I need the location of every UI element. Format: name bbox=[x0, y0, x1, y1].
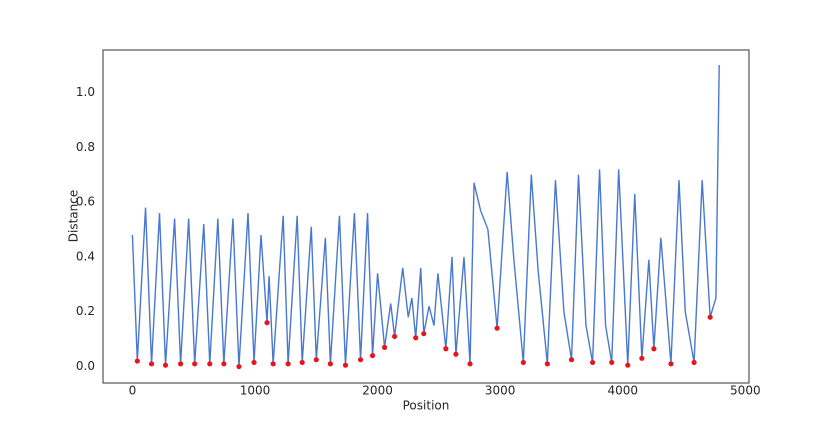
point bbox=[162, 362, 169, 368]
point bbox=[264, 320, 270, 326]
point bbox=[342, 362, 349, 368]
point bbox=[381, 344, 388, 350]
point bbox=[668, 361, 674, 367]
x-tick-label: 2000 bbox=[362, 384, 393, 398]
point bbox=[285, 361, 291, 367]
x-tick-label: 4000 bbox=[607, 384, 638, 398]
point bbox=[177, 361, 184, 367]
point bbox=[625, 362, 631, 368]
point bbox=[392, 333, 398, 340]
point bbox=[544, 361, 550, 367]
y-tick-label: 0.4 bbox=[76, 249, 95, 263]
y-tick-label: 0.8 bbox=[76, 140, 95, 154]
point bbox=[443, 346, 449, 352]
point bbox=[707, 314, 713, 320]
point bbox=[369, 352, 376, 359]
point bbox=[251, 359, 257, 366]
x-tick-label: 0 bbox=[129, 384, 137, 398]
point bbox=[421, 331, 427, 337]
point bbox=[651, 346, 657, 352]
point bbox=[520, 359, 526, 366]
y-tick-label: 0.0 bbox=[76, 359, 95, 373]
point bbox=[313, 357, 319, 363]
point bbox=[299, 359, 305, 366]
point bbox=[327, 361, 333, 367]
point bbox=[691, 359, 697, 366]
y-tick-label: 0.6 bbox=[76, 195, 95, 209]
x-axis-label: Position bbox=[403, 399, 450, 413]
point bbox=[148, 361, 155, 367]
point bbox=[494, 325, 500, 331]
x-tick-label: 3000 bbox=[485, 384, 516, 398]
point bbox=[357, 357, 364, 363]
point bbox=[639, 355, 645, 361]
point bbox=[568, 357, 575, 363]
point bbox=[453, 351, 459, 357]
point bbox=[467, 361, 473, 367]
y-axis-label: Distance bbox=[67, 190, 81, 242]
point bbox=[236, 363, 242, 370]
point bbox=[270, 361, 276, 367]
y-tick-label: 0.2 bbox=[76, 304, 95, 318]
point bbox=[134, 358, 140, 364]
point bbox=[192, 361, 198, 367]
x-tick-label: 1000 bbox=[240, 384, 271, 398]
line bbox=[131, 65, 720, 367]
x-tick-label: 5000 bbox=[730, 384, 761, 398]
point bbox=[609, 359, 615, 366]
point bbox=[589, 359, 596, 366]
point bbox=[413, 335, 419, 341]
point bbox=[221, 361, 227, 367]
point bbox=[207, 361, 213, 367]
y-tick-label: 1.0 bbox=[76, 85, 95, 99]
plot-frame bbox=[102, 49, 750, 384]
